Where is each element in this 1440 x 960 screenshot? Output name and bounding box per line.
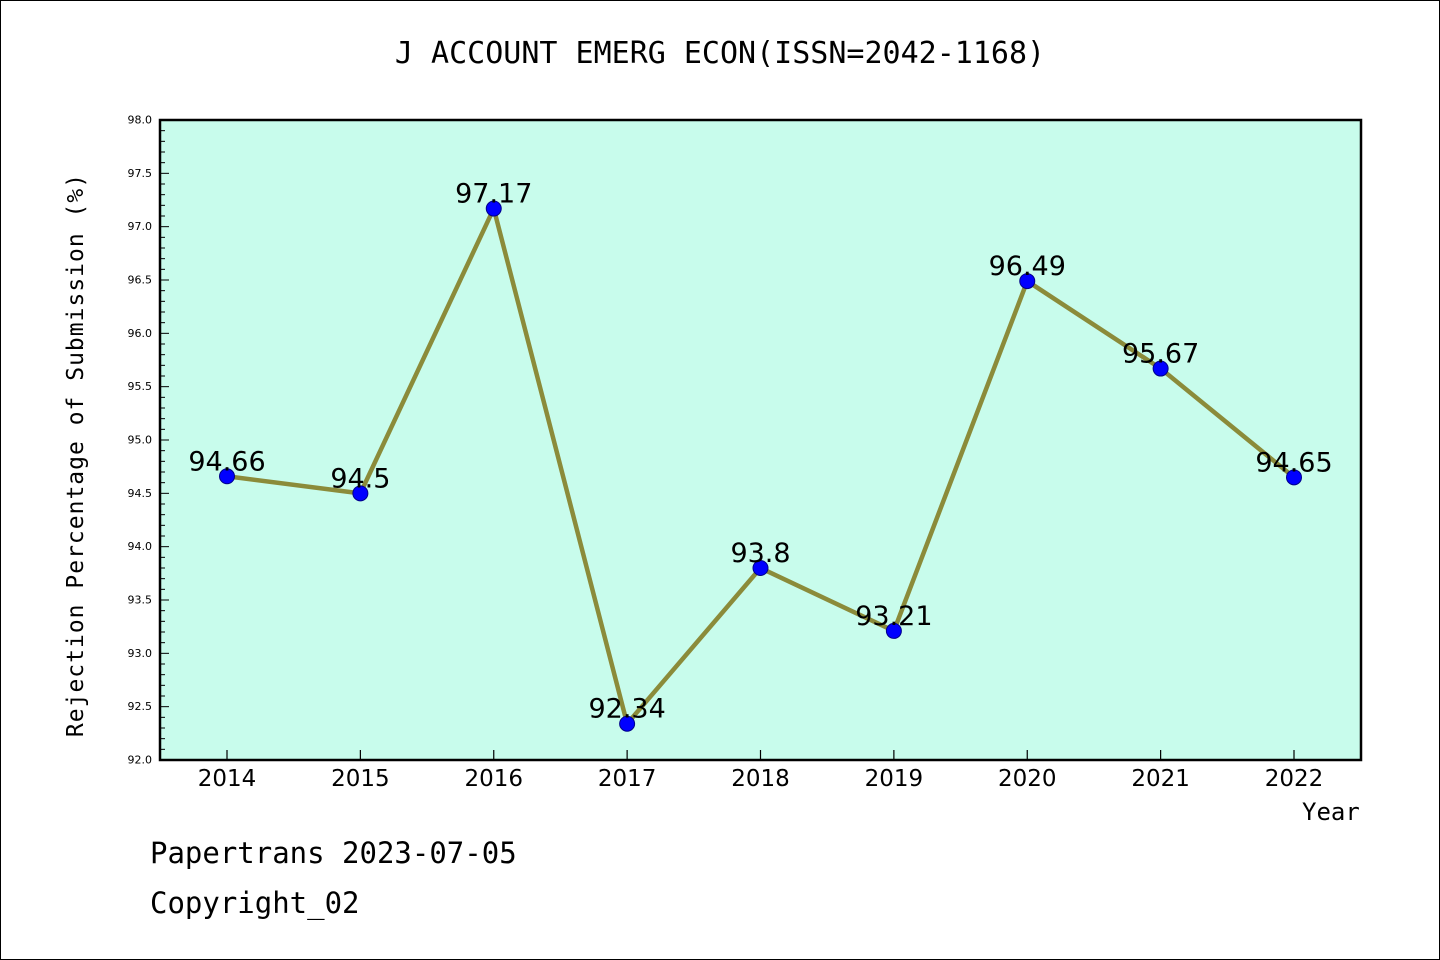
x-tick-label: 2015 bbox=[331, 766, 390, 792]
y-tick-label: 95.0 bbox=[128, 434, 153, 447]
data-point bbox=[619, 715, 636, 732]
data-point bbox=[485, 200, 502, 217]
y-tick-label: 97.0 bbox=[128, 220, 153, 233]
data-label: 94.5 bbox=[330, 463, 390, 494]
x-tick-label: 2018 bbox=[731, 766, 790, 792]
y-tick-label: 93.0 bbox=[128, 647, 153, 660]
y-tick-label: 94.5 bbox=[128, 487, 153, 500]
y-tick-label: 98.0 bbox=[128, 114, 153, 127]
data-label: 95.67 bbox=[1122, 339, 1199, 370]
y-tick-label: 95.5 bbox=[128, 380, 153, 393]
x-tick-label: 2014 bbox=[198, 766, 257, 792]
y-tick-label: 96.5 bbox=[128, 274, 153, 287]
x-tick-label: 2020 bbox=[998, 766, 1057, 792]
x-tick-label: 2019 bbox=[865, 766, 924, 792]
x-tick-label: 2021 bbox=[1131, 766, 1190, 792]
plot-area bbox=[160, 120, 1361, 760]
data-label: 94.65 bbox=[1255, 447, 1332, 478]
plot-border bbox=[158, 118, 1363, 762]
y-tick-label: 94.0 bbox=[128, 540, 153, 553]
x-tick-label: 2016 bbox=[464, 766, 523, 792]
data-label: 96.49 bbox=[989, 251, 1066, 282]
y-tick-label: 92.5 bbox=[128, 700, 153, 713]
footer-copyright: Copyright_02 bbox=[150, 886, 360, 920]
y-axis-label: Rejection Percentage of Submission (%) bbox=[63, 172, 89, 738]
data-point bbox=[219, 468, 235, 485]
data-point bbox=[352, 485, 369, 502]
data-label: 92.34 bbox=[588, 694, 665, 725]
footer-source: Papertrans 2023-07-05 bbox=[150, 836, 517, 870]
data-point bbox=[1152, 360, 1169, 377]
data-label: 97.17 bbox=[455, 179, 532, 210]
y-tick-label: 92.0 bbox=[128, 754, 153, 767]
data-point bbox=[885, 622, 902, 639]
chart-title: J ACCOUNT EMERG ECON(ISSN=2042-1168) bbox=[394, 36, 1046, 71]
x-tick-label: 2017 bbox=[598, 766, 657, 792]
data-label: 93.21 bbox=[855, 601, 932, 632]
x-axis-label: Year bbox=[1302, 798, 1360, 826]
data-point bbox=[752, 560, 769, 576]
data-label: 94.66 bbox=[188, 446, 265, 477]
y-tick-label: 96.0 bbox=[128, 327, 153, 340]
data-label: 93.8 bbox=[730, 538, 790, 569]
x-tick-label: 2022 bbox=[1265, 766, 1324, 792]
data-point bbox=[1019, 273, 1036, 290]
y-tick-label: 93.5 bbox=[128, 594, 153, 607]
y-tick-label: 97.5 bbox=[128, 167, 153, 180]
data-point bbox=[1286, 469, 1302, 486]
